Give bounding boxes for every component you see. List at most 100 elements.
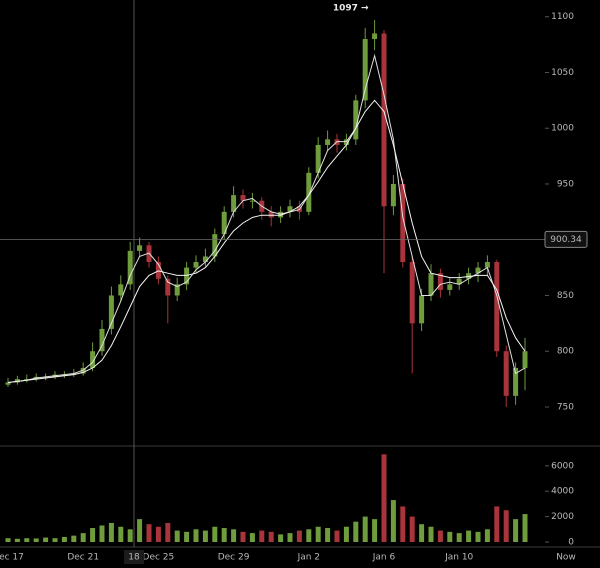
- candle-body: [428, 273, 434, 296]
- candle-body: [484, 262, 490, 268]
- candle-body: [513, 367, 519, 396]
- x-tick-label: Dec 21: [67, 553, 99, 563]
- candle-body: [343, 139, 349, 145]
- volume-bar: [43, 537, 49, 542]
- y-tick-label: 850: [557, 291, 574, 301]
- volume-bar: [33, 538, 39, 542]
- candle-body: [240, 195, 246, 201]
- candle-body: [278, 211, 284, 218]
- volume-bar: [193, 529, 199, 542]
- y-tick-label: 750: [557, 402, 574, 412]
- volume-bar: [484, 529, 490, 542]
- volume-bar: [306, 529, 312, 542]
- moving-average: [7, 99, 526, 383]
- volume-tick-label: 0: [568, 538, 574, 548]
- moving-average: [7, 53, 526, 383]
- candle-body: [419, 295, 425, 324]
- candle-body: [353, 100, 359, 140]
- candle-body: [193, 262, 199, 268]
- candle-body: [306, 172, 312, 212]
- candle-body: [447, 284, 453, 290]
- volume-tick-label: 6000: [551, 461, 574, 471]
- volume-bar: [118, 526, 124, 542]
- candle-body: [71, 373, 77, 375]
- candle-body: [212, 234, 218, 257]
- x-tick-label: Jan 6: [372, 553, 396, 563]
- candle-body: [381, 33, 387, 207]
- candle-body: [231, 195, 237, 212]
- volume-bar: [108, 522, 114, 542]
- volume-bar: [428, 526, 434, 542]
- volume-bar: [466, 530, 472, 542]
- volume-bar: [353, 521, 359, 542]
- volume-bar: [14, 538, 20, 542]
- volume-bar: [240, 531, 246, 542]
- volume-bar: [456, 533, 462, 542]
- volume-bar: [503, 510, 509, 542]
- candle-body: [390, 183, 396, 207]
- volume-bar: [127, 529, 133, 542]
- volume-bar: [221, 528, 227, 542]
- candle-body: [24, 379, 30, 381]
- x-tick-label: Jan 10: [444, 553, 473, 563]
- candle-body: [437, 273, 443, 290]
- candle-body: [202, 256, 208, 263]
- candle-body: [5, 382, 11, 385]
- candle-body: [456, 278, 462, 285]
- candle-body: [494, 262, 500, 352]
- candle-body: [315, 144, 321, 173]
- candle-body: [127, 250, 133, 285]
- volume-bar: [80, 533, 86, 542]
- volume-bar: [24, 538, 30, 542]
- annotation: 1097 →: [333, 4, 369, 14]
- candle-body: [372, 33, 378, 40]
- volume-bar: [146, 524, 152, 542]
- volume-bar: [202, 530, 208, 542]
- candle-body: [14, 379, 20, 383]
- x-tick-label: Dec 29: [218, 553, 250, 563]
- candle-body: [400, 183, 406, 263]
- volume-bar: [325, 528, 331, 542]
- volume-bar: [268, 531, 274, 542]
- volume-bar: [494, 506, 500, 542]
- candle-body: [362, 39, 368, 101]
- crosshair-y-box: [544, 230, 588, 248]
- volume-bar: [447, 531, 453, 542]
- candle-body: [268, 211, 274, 218]
- y-tick-label: 800: [557, 347, 574, 357]
- volume-bar: [362, 516, 368, 542]
- x-tick-label: Dec 25: [143, 553, 175, 563]
- end-label: Now: [556, 553, 576, 563]
- volume-bar: [400, 506, 406, 542]
- marks: 7508008509009501000105011000200040006000…: [0, 4, 574, 563]
- candle-body: [155, 262, 161, 279]
- volume-tick-label: 4000: [551, 487, 574, 497]
- candle-body: [503, 351, 509, 396]
- volume-bar: [296, 530, 302, 542]
- volume-bar: [419, 524, 425, 542]
- volume-bar: [5, 538, 11, 542]
- candle-body: [287, 206, 293, 212]
- volume-bar: [52, 538, 58, 542]
- candle-body: [409, 262, 415, 324]
- candle-body: [137, 245, 143, 251]
- candle-body: [165, 278, 171, 296]
- candle-body: [174, 284, 180, 296]
- crosshair-x-box: [124, 550, 144, 564]
- candle-body: [108, 295, 114, 329]
- volume-bar: [390, 500, 396, 542]
- y-tick-label: 1000: [551, 124, 574, 134]
- volume-bar: [381, 454, 387, 542]
- y-tick-label: 950: [557, 179, 574, 189]
- candle-body: [466, 273, 472, 279]
- candle-body: [99, 328, 105, 352]
- volume-bar: [315, 526, 321, 542]
- volume-bar: [513, 519, 519, 542]
- candle-body: [80, 367, 86, 374]
- volume-bar: [212, 526, 218, 542]
- volume-bar: [61, 536, 67, 542]
- volume-bar: [372, 519, 378, 542]
- volume-bar: [278, 534, 284, 542]
